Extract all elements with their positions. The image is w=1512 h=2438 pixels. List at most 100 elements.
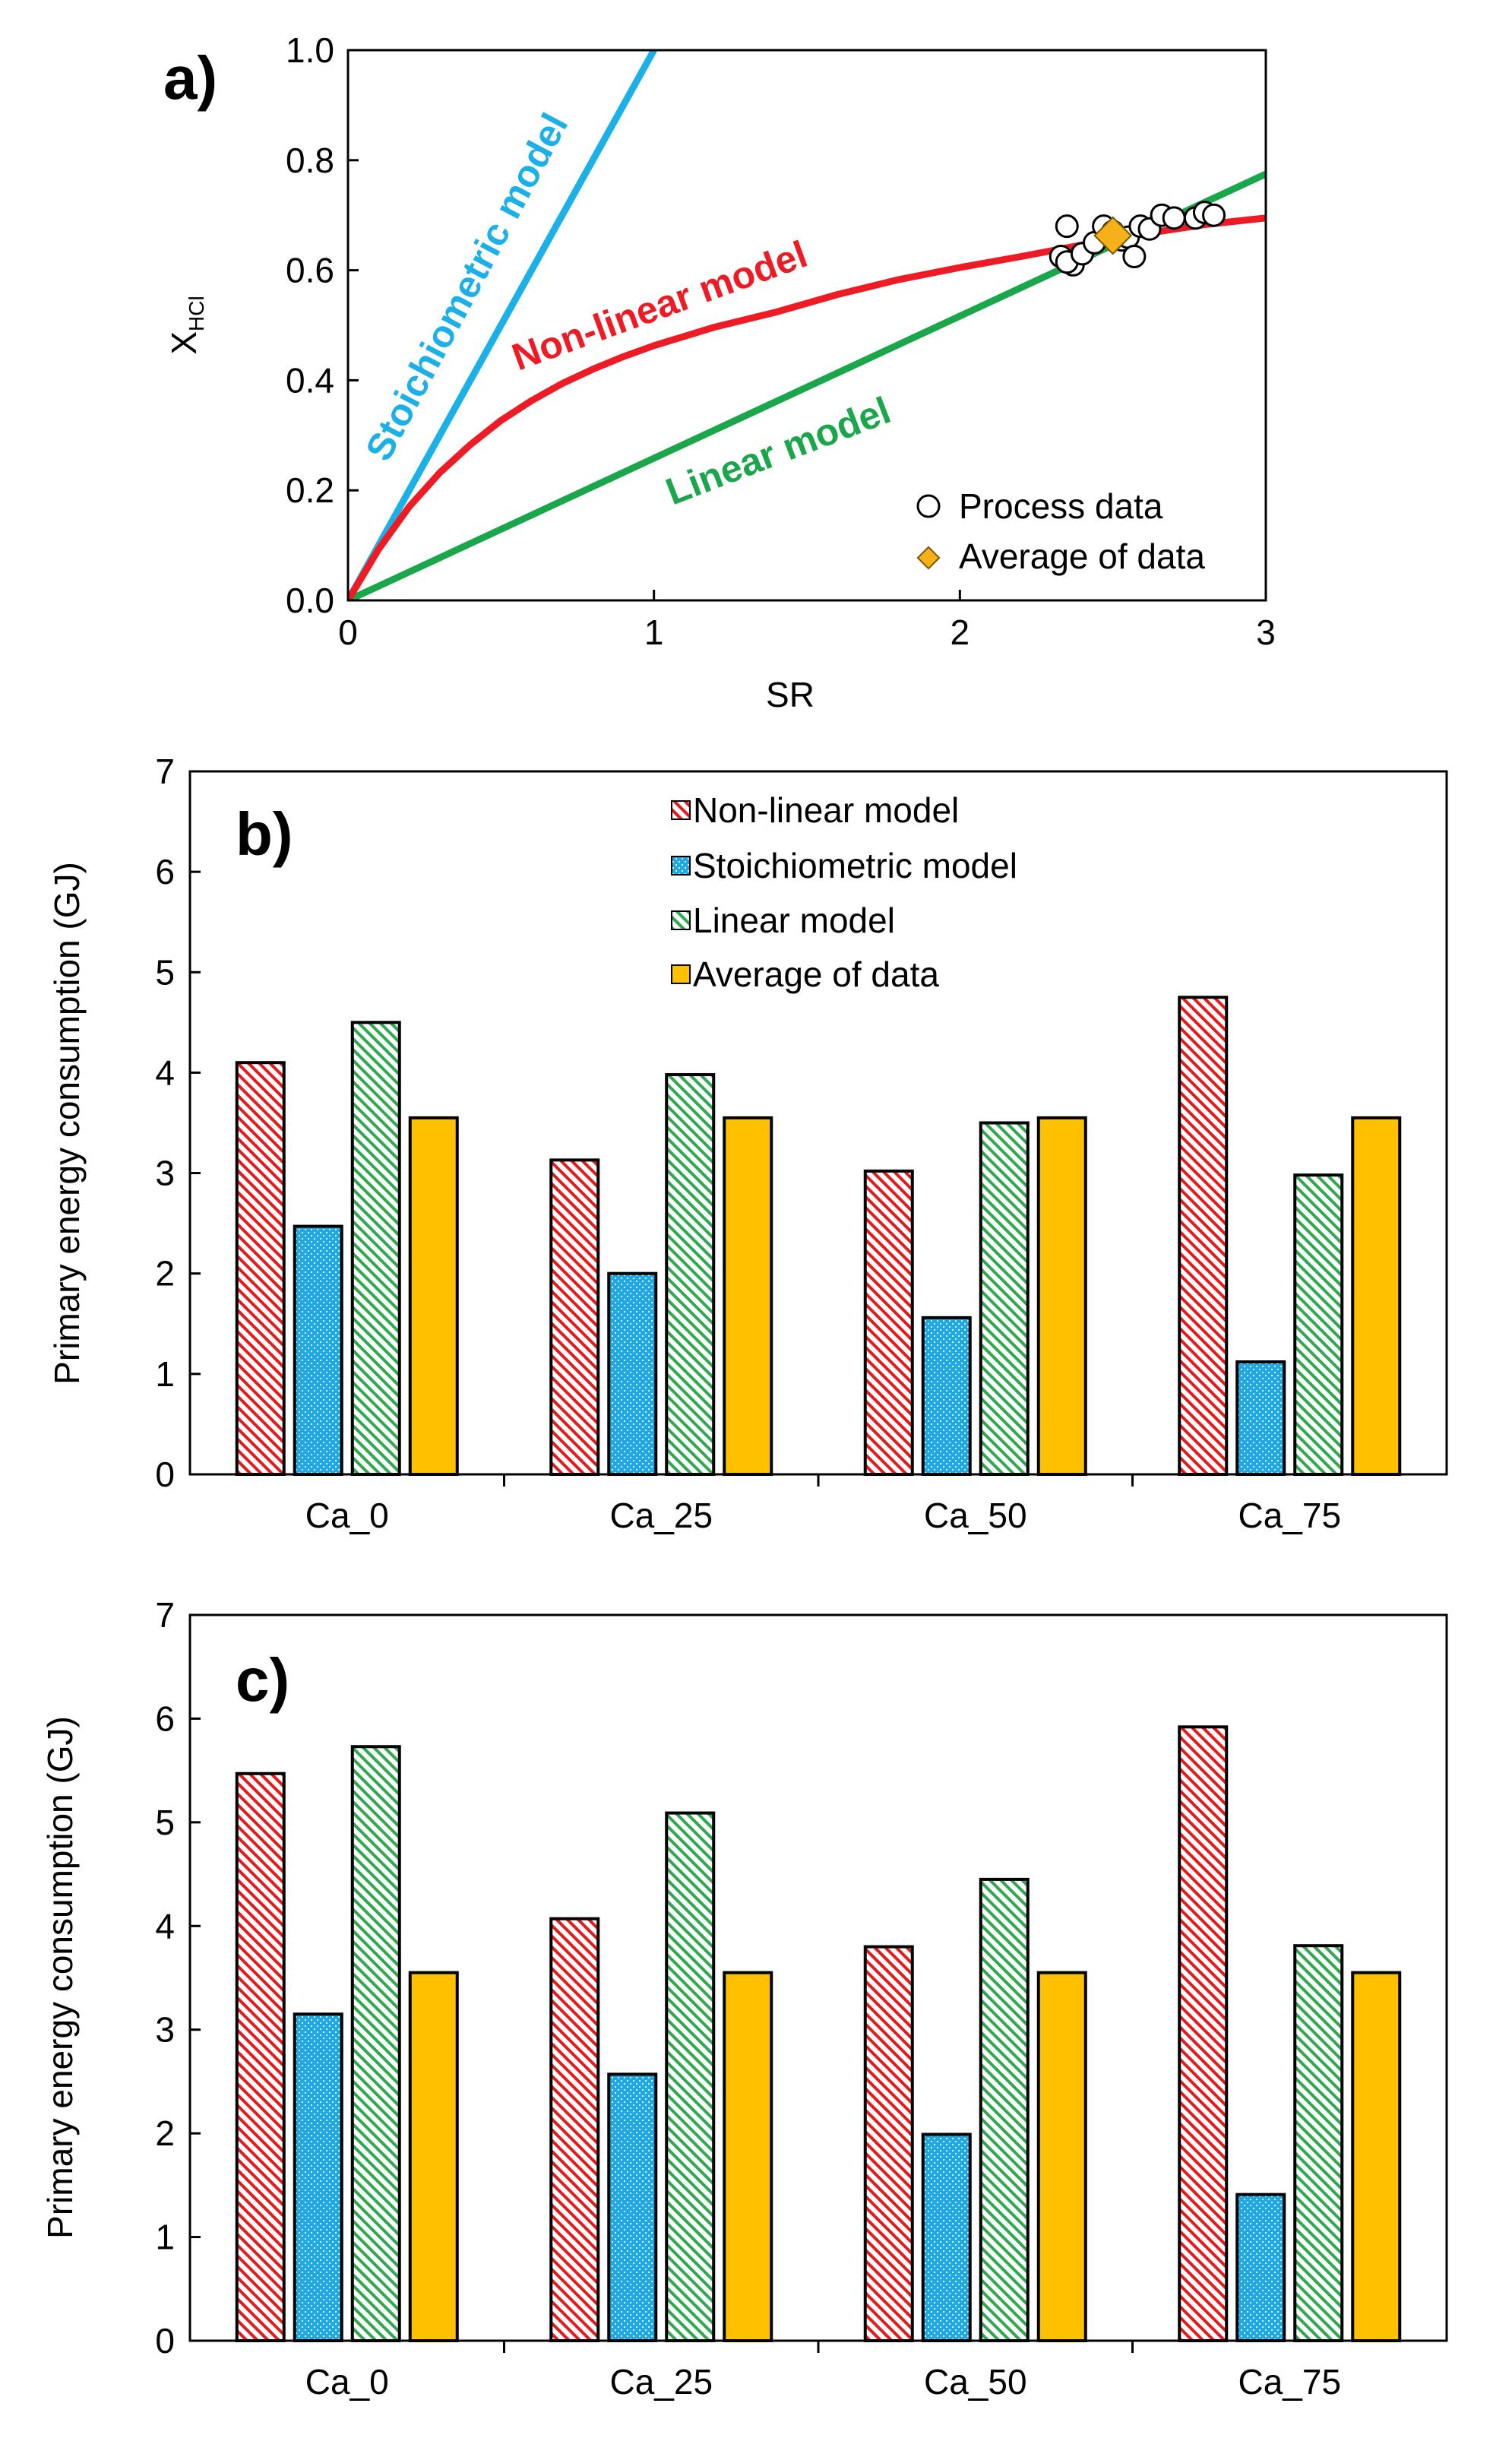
bar-stoichiometric-model-ca-75 [1235, 1360, 1286, 1476]
panel-a-process-data-points [1049, 201, 1226, 277]
panel-a-y-tick-label: 0.8 [286, 141, 334, 180]
process-data-point [1162, 206, 1186, 230]
bar-non-linear-model-ca-0 [235, 1772, 286, 2342]
panel-a-x-tick-label: 0 [338, 613, 358, 652]
bar-non-linear-model-ca-0 [235, 1061, 286, 1476]
bar-linear-model-ca-50 [979, 1877, 1030, 2342]
bar-stoichiometric-model-ca-25 [607, 2072, 658, 2343]
y-label-main: X [164, 331, 204, 355]
legend-linear-label: Linear model [693, 901, 895, 940]
bar-average-of-data-ca-25 [723, 1116, 773, 1476]
panel-a-axis-ticks: 0.0 0.2 0.4 0.6 0.8 1.0 0 1 2 3 [286, 30, 1276, 652]
annotation-stoichiometric-model: Stoichiometric model [357, 106, 576, 467]
y-tick-label: 5 [155, 1803, 175, 1842]
panel-a-y-tick-label: 1.0 [286, 30, 334, 70]
process-data-point [1122, 245, 1147, 268]
svg-text:XHCl: XHCl [164, 296, 208, 354]
bar-average-of-data-ca-50 [1036, 1116, 1087, 1476]
legend-process-data-label: Process data [959, 486, 1163, 526]
y-tick-label: 7 [155, 752, 175, 791]
y-tick-label: 6 [155, 1699, 175, 1738]
panel-a-x-tick-label: 3 [1256, 613, 1276, 652]
bar-average-of-data-ca-50 [1036, 1971, 1087, 2342]
y-tick-label: 1 [155, 1354, 175, 1394]
y-label-subscript: HCl [185, 296, 208, 331]
bar-linear-model-ca-0 [350, 1021, 401, 1477]
average-of-data-point [1093, 216, 1133, 255]
y-tick-label: 5 [155, 952, 175, 992]
annotation-non-linear-model: Non-linear model [507, 233, 813, 378]
category-label-ca-75: Ca_75 [1238, 1496, 1341, 1535]
bar-non-linear-model-ca-25 [549, 1917, 600, 2342]
panel-a-legend: Process data Average of data [916, 486, 1205, 576]
panel-a-y-tick-label: 0.0 [286, 581, 334, 620]
panel-a-label: a) [163, 44, 217, 112]
bar-average-of-data-ca-25 [723, 1971, 773, 2342]
panel-a-x-tick-label: 2 [951, 613, 970, 652]
bar-linear-model-ca-75 [1293, 1173, 1344, 1476]
bar-linear-model-ca-50 [979, 1121, 1030, 1476]
panel-a-y-tick-label: 0.2 [286, 470, 334, 510]
panel-a-plot-frame [346, 49, 1267, 602]
y-tick-label: 0 [155, 1455, 175, 1494]
panel-a-line-chart: a) 0.0 0.2 0.4 0.6 0.8 1.0 0 1 2 3 Stoichiometric… [163, 30, 1276, 714]
bar-non-linear-model-ca-50 [863, 1169, 914, 1477]
y-tick-label: 4 [155, 1053, 175, 1092]
y-tick-label: 6 [155, 852, 175, 891]
legend-average-marker [916, 546, 941, 570]
panel-a-x-axis-label: SR [766, 675, 815, 714]
y-tick-label: 7 [155, 1595, 175, 1635]
y-tick-label: 3 [155, 2010, 175, 2050]
legend-stoichiometric-swatch [671, 856, 691, 875]
bar-stoichiometric-model-ca-75 [1235, 2193, 1286, 2343]
category-label-ca-25: Ca_25 [609, 2362, 713, 2402]
category-label-ca-0: Ca_0 [305, 2362, 389, 2402]
category-label-ca-25: Ca_25 [609, 1496, 713, 1535]
bar-linear-model-ca-75 [1293, 1944, 1344, 2342]
legend-average-swatch [671, 964, 691, 984]
panel-a-y-tick-label: 0.6 [286, 251, 334, 290]
y-tick-label: 1 [155, 2218, 175, 2257]
panel-a-x-tick-label: 1 [644, 613, 664, 652]
bar-linear-model-ca-0 [350, 1745, 401, 2343]
bar-non-linear-model-ca-75 [1178, 996, 1229, 1476]
annotation-linear-model: Linear model [660, 388, 897, 513]
bar-non-linear-model-ca-75 [1178, 1725, 1229, 2342]
bar-linear-model-ca-25 [665, 1811, 716, 2343]
category-label-ca-50: Ca_50 [924, 2362, 1027, 2402]
bar-average-of-data-ca-0 [408, 1971, 459, 2342]
y-tick-label: 0 [155, 2321, 175, 2360]
bar-average-of-data-ca-75 [1351, 1971, 1402, 2342]
panel-b-bar-chart: 0 1 2 3 4 5 6 7 Ca_0 Ca_25 Ca_50 Ca_75 b) Primary e… [47, 752, 1448, 1535]
bar-non-linear-model-ca-25 [549, 1158, 600, 1476]
panel-c-bars [235, 1725, 1402, 2343]
bar-linear-model-ca-25 [665, 1073, 716, 1476]
panel-b-axis-ticks: 0 1 2 3 4 5 6 7 Ca_0 Ca_25 Ca_50 Ca_75 [155, 752, 1341, 1535]
bar-stoichiometric-model-ca-50 [921, 2132, 972, 2342]
panel-b-y-axis-label: Primary energy consumption (GJ) [47, 862, 87, 1385]
bar-non-linear-model-ca-50 [863, 1945, 914, 2343]
bar-average-of-data-ca-0 [408, 1116, 459, 1476]
legend-process-data-marker [916, 494, 941, 518]
legend-non-linear-label: Non-linear model [693, 790, 959, 830]
panel-c-y-axis-label: Primary energy consumption (GJ) [40, 1716, 80, 2239]
panel-c-bar-chart: 0 1 2 3 4 5 6 7 Ca_0 Ca_25 Ca_50 Ca_75 c) Primary e… [40, 1595, 1448, 2402]
process-data-point [1055, 214, 1079, 239]
legend-average-label: Average of data [959, 537, 1205, 576]
category-label-ca-50: Ca_50 [924, 1496, 1027, 1535]
y-tick-label: 2 [155, 2113, 175, 2153]
bar-stoichiometric-model-ca-25 [607, 1271, 658, 1476]
panel-b-plot-frame [188, 770, 1448, 1476]
panel-a-y-axis-label: XHCl [164, 296, 208, 354]
y-tick-label: 3 [155, 1154, 175, 1193]
legend-linear-swatch [671, 910, 691, 930]
bar-stoichiometric-model-ca-0 [293, 1224, 343, 1477]
y-tick-label: 2 [155, 1254, 175, 1293]
panel-b-label: b) [236, 800, 293, 868]
legend-stoichiometric-label: Stoichiometric model [693, 846, 1017, 885]
panel-c-label: c) [236, 1646, 289, 1714]
legend-average-of-data-label: Average of data [693, 955, 939, 994]
bar-stoichiometric-model-ca-50 [921, 1316, 972, 1477]
panel-a-y-tick-label: 0.4 [286, 360, 334, 400]
